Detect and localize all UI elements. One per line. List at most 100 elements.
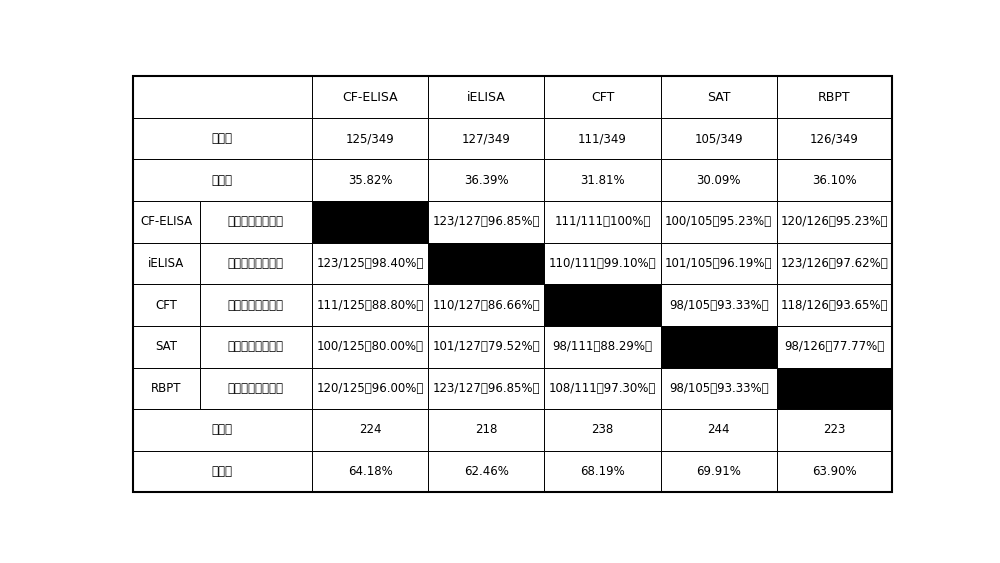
Text: 111/125（88.80%）: 111/125（88.80%） [316,298,424,312]
Text: 223: 223 [823,423,846,436]
Text: 123/127（96.85%）: 123/127（96.85%） [433,382,540,395]
Bar [428,326,544,368]
Bar [544,201,661,243]
Text: 120/126（95.23%）: 120/126（95.23%） [781,216,888,229]
Bar [777,368,892,409]
Text: RBPT: RBPT [151,382,181,395]
Bar [661,368,777,409]
Text: 98/105（93.33%）: 98/105（93.33%） [669,298,769,312]
Text: 63.90%: 63.90% [812,465,857,478]
Bar [200,284,312,326]
Text: CF-ELISA: CF-ELISA [342,91,398,104]
Bar [133,368,200,409]
Bar [428,451,544,493]
Bar [428,118,544,159]
Text: iELISA: iELISA [467,91,506,104]
Text: 阳性符合数（率）: 阳性符合数（率） [228,257,284,270]
Bar [200,326,312,368]
Bar [544,243,661,284]
Text: 108/111（97.30%）: 108/111（97.30%） [549,382,656,395]
Bar [428,201,544,243]
Bar [777,243,892,284]
Text: 30.09%: 30.09% [696,174,741,187]
Bar [312,326,428,368]
Text: 111/111（100%）: 111/111（100%） [554,216,651,229]
Text: 35.82%: 35.82% [348,174,392,187]
Text: 阳性符合数（率）: 阳性符合数（率） [228,298,284,312]
Text: 244: 244 [707,423,730,436]
Bar [133,118,312,159]
Text: 101/127（79.52%）: 101/127（79.52%） [432,340,540,353]
Bar [200,368,312,409]
Bar [544,76,661,118]
Text: 100/105（95.23%）: 100/105（95.23%） [665,216,772,229]
Text: 68.19%: 68.19% [580,465,625,478]
Bar [661,284,777,326]
Text: 118/126（93.65%）: 118/126（93.65%） [781,298,888,312]
Bar [544,368,661,409]
Text: 69.91%: 69.91% [696,465,741,478]
Bar [661,243,777,284]
Text: 98/111（88.29%）: 98/111（88.29%） [553,340,653,353]
Bar [312,159,428,201]
Text: 111/349: 111/349 [578,132,627,145]
Text: SAT: SAT [155,340,177,353]
Text: 阴性率: 阴性率 [212,465,233,478]
Text: 110/111（99.10%）: 110/111（99.10%） [549,257,656,270]
Bar [544,451,661,493]
Text: 64.18%: 64.18% [348,465,392,478]
Text: 238: 238 [591,423,614,436]
Text: 阳性数: 阳性数 [212,132,233,145]
Bar [428,76,544,118]
Text: 阳性率: 阳性率 [212,174,233,187]
Bar [544,326,661,368]
Bar [428,409,544,451]
Bar [544,409,661,451]
Bar [312,118,428,159]
Text: 36.39%: 36.39% [464,174,509,187]
Bar [428,159,544,201]
Bar [544,284,661,326]
Bar [661,451,777,493]
Bar [777,451,892,493]
Text: RBPT: RBPT [818,91,851,104]
Bar [428,243,544,284]
Bar [133,201,200,243]
Text: 224: 224 [359,423,381,436]
Bar [312,243,428,284]
Text: 阳性符合数（率）: 阳性符合数（率） [228,216,284,229]
Bar [661,201,777,243]
Bar [777,118,892,159]
Text: 123/125（98.40%）: 123/125（98.40%） [316,257,424,270]
Text: 阳性符合数（率）: 阳性符合数（率） [228,340,284,353]
Bar [661,409,777,451]
Bar [777,284,892,326]
Text: 36.10%: 36.10% [812,174,857,187]
Bar [133,409,312,451]
Bar [777,201,892,243]
Bar [312,409,428,451]
Text: 98/105（93.33%）: 98/105（93.33%） [669,382,769,395]
Text: 31.81%: 31.81% [580,174,625,187]
Text: CFT: CFT [591,91,614,104]
Bar [661,118,777,159]
Text: 127/349: 127/349 [462,132,511,145]
Text: 125/349: 125/349 [346,132,394,145]
Text: 105/349: 105/349 [694,132,743,145]
Bar [312,201,428,243]
Bar [428,284,544,326]
Bar [777,409,892,451]
Text: 218: 218 [475,423,497,436]
Bar [133,76,312,118]
Bar [312,284,428,326]
Bar [200,243,312,284]
Bar [133,326,200,368]
Text: 126/349: 126/349 [810,132,859,145]
Bar [777,76,892,118]
Text: 123/126（97.62%）: 123/126（97.62%） [781,257,888,270]
Text: 110/127（86.66%）: 110/127（86.66%） [432,298,540,312]
Bar [312,76,428,118]
Text: iELISA: iELISA [148,257,184,270]
Bar [133,284,200,326]
Text: 98/126（77.77%）: 98/126（77.77%） [784,340,885,353]
